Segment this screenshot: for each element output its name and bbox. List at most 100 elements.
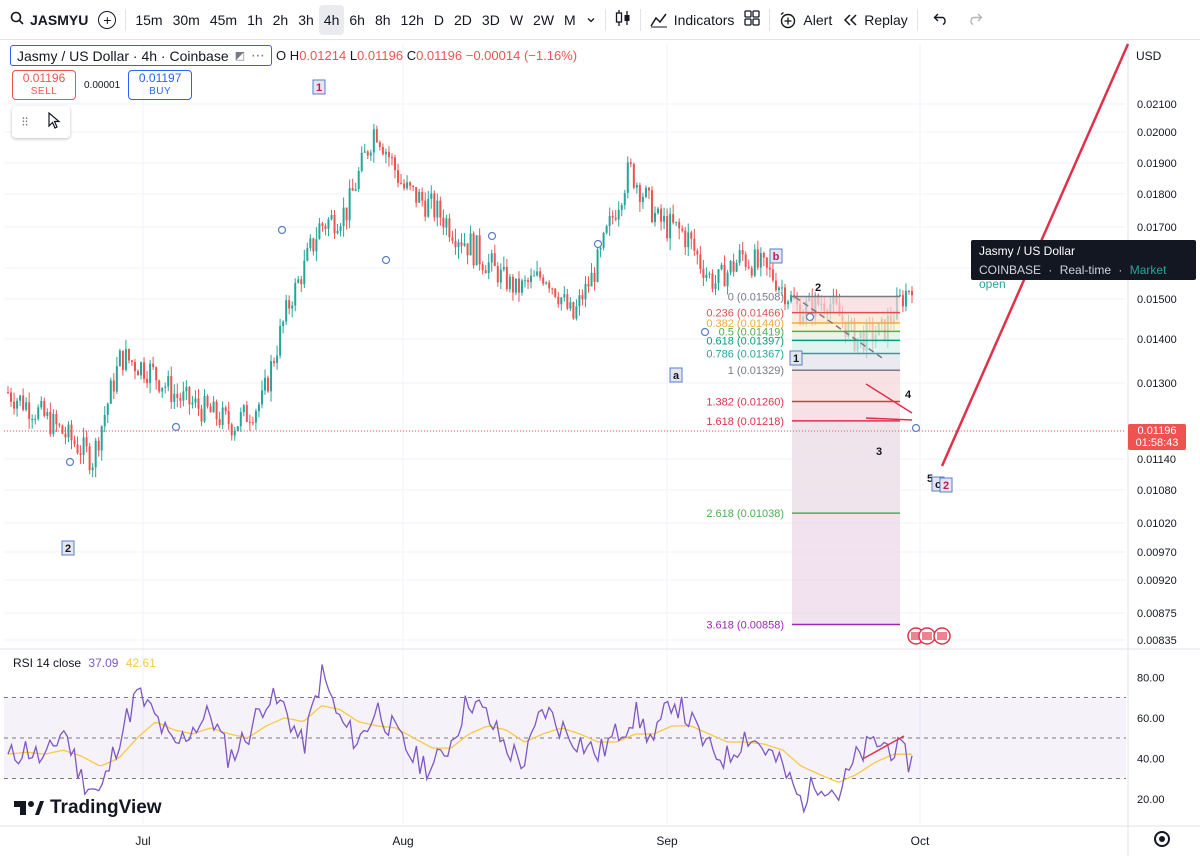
interval-button[interactable]: 6h	[349, 11, 365, 28]
candle-body	[780, 287, 783, 289]
candle-body	[140, 362, 143, 376]
wave-label: 1	[793, 353, 799, 365]
chart-type-button[interactable]	[610, 5, 636, 35]
interval-button[interactable]: 4h	[318, 4, 345, 35]
candle-body	[487, 262, 490, 274]
candle-body	[315, 239, 318, 252]
interval-button[interactable]: W	[509, 11, 524, 28]
candle-body	[40, 400, 43, 408]
candle-body	[279, 326, 282, 356]
grid-icon	[744, 10, 761, 29]
interval-button[interactable]: 30m	[172, 11, 200, 28]
interval-button[interactable]: 45m	[209, 11, 238, 28]
candle-body	[705, 274, 708, 278]
candle-body	[203, 396, 206, 422]
candle-body	[109, 380, 112, 404]
candle-body	[484, 270, 487, 274]
settings-gear-icon[interactable]	[1154, 831, 1170, 847]
search-icon	[10, 11, 24, 28]
interval-button[interactable]: 3D	[481, 11, 500, 28]
interval-button[interactable]: 12h	[400, 11, 424, 28]
tooltip-exchange: COINBASE	[979, 263, 1042, 277]
candle-body	[409, 182, 412, 186]
candle-body	[907, 290, 910, 292]
cursor-arrow-icon[interactable]	[47, 111, 61, 133]
candle-body	[188, 386, 191, 405]
interval-button[interactable]: 3h	[298, 11, 314, 28]
chevron-down-icon	[586, 12, 596, 28]
candle-body	[212, 401, 215, 413]
candle-body	[717, 269, 720, 284]
wave-label: 2	[65, 543, 71, 555]
undo-button[interactable]	[928, 5, 954, 35]
candle-body	[13, 401, 16, 409]
candle-body	[303, 260, 306, 285]
us-flag-icon	[937, 632, 947, 640]
candle-body	[539, 271, 542, 278]
candle-body	[61, 425, 64, 434]
currency-selector[interactable]: USD	[1136, 49, 1162, 63]
pivot-marker	[277, 225, 287, 235]
candle-body	[185, 386, 188, 392]
sell-button[interactable]: 0.01196 SELL	[12, 70, 76, 100]
candle-body	[312, 238, 315, 252]
rsi-line	[7, 664, 913, 815]
price-tick-label: 0.01020	[1137, 518, 1177, 530]
symbol-tooltip: Jasmy / US Dollar COINBASE · Real-time ·…	[971, 240, 1196, 291]
redo-button[interactable]	[962, 5, 988, 35]
candle-body	[37, 407, 40, 419]
alert-button[interactable]: Alert	[774, 5, 837, 35]
candle-body	[88, 446, 91, 471]
flag-icon: ◩	[234, 50, 246, 62]
interval-button[interactable]: 8h	[374, 11, 391, 28]
candle-body	[460, 242, 463, 246]
candle-body	[418, 191, 421, 203]
layouts-button[interactable]	[739, 5, 765, 35]
candle-body	[161, 387, 164, 392]
replay-button[interactable]: Replay	[837, 5, 913, 35]
rsi-legend[interactable]: RSI 14 close 37.09 42.61	[13, 656, 156, 670]
interval-button[interactable]: M	[564, 11, 576, 28]
interval-button[interactable]: 1h	[247, 11, 263, 28]
symbol-search-button[interactable]: JASMYU	[0, 5, 93, 35]
candle-body	[554, 288, 557, 297]
fib-zone	[792, 420, 900, 514]
interval-button[interactable]: 15m	[135, 11, 163, 28]
candle-body	[400, 182, 403, 184]
fib-level-label: 0.236 (0.01466)	[706, 308, 784, 320]
candle-body	[173, 393, 176, 402]
candle-body	[660, 208, 663, 222]
price-tick-label: 0.01140	[1137, 454, 1176, 466]
intervals-dropdown-button[interactable]	[581, 5, 601, 35]
interval-button[interactable]: 2D	[454, 11, 472, 28]
candle-body	[759, 253, 762, 268]
candle-body	[430, 193, 433, 199]
drag-handle-icon[interactable]: ⁝⁝	[21, 114, 28, 129]
interval-button[interactable]: D	[433, 11, 445, 28]
candle-body	[143, 362, 146, 379]
compare-symbol-button[interactable]: +	[93, 5, 121, 35]
buy-button[interactable]: 0.01197 BUY	[128, 70, 193, 100]
symbol-legend[interactable]: Jasmy / US Dollar · 4h · Coinbase ◩ ⋯	[10, 45, 273, 66]
candle-body	[164, 386, 167, 388]
interval-button[interactable]: 2h	[272, 11, 289, 28]
time-tick-label: Jul	[135, 834, 150, 848]
candle-body	[457, 242, 460, 248]
candle-body	[194, 398, 197, 403]
candle-body	[551, 288, 554, 290]
indicators-button[interactable]: Indicators	[645, 5, 740, 35]
top-toolbar: JASMYU + 15m 30m 45m 1h 2h 3h 4h 6h 8h 12h D 2D 3D W 2…	[0, 0, 1200, 40]
high-value: 0.01214	[299, 48, 347, 63]
interval-button[interactable]: 2W	[533, 11, 555, 28]
candle-body	[548, 282, 551, 289]
candle-body	[626, 162, 629, 193]
fib-level-label: 0.382 (0.01440)	[706, 318, 784, 330]
rsi-label: RSI 14 close	[13, 656, 82, 670]
candle-body	[282, 321, 285, 327]
candle-body	[784, 287, 787, 305]
candle-body	[372, 129, 375, 153]
candle-body	[285, 300, 288, 322]
candle-body	[127, 349, 130, 361]
candle-body	[675, 221, 678, 223]
